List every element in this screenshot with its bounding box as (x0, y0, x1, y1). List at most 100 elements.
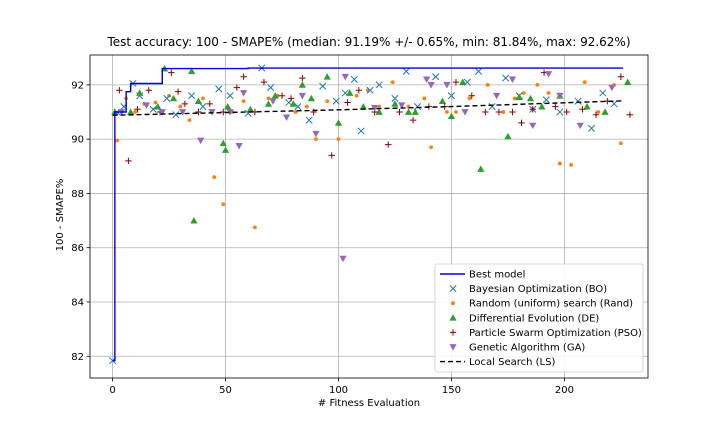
rand-point (390, 80, 395, 85)
rand-point (187, 118, 192, 123)
series-de (111, 64, 632, 224)
rand-point (293, 110, 298, 114)
de-point (346, 89, 354, 96)
rand-point (325, 99, 330, 104)
rand-point (178, 104, 183, 109)
de-point (188, 67, 196, 75)
ga-point (339, 255, 347, 263)
pso-point (287, 95, 295, 102)
rand-point (422, 96, 427, 101)
bo-point (305, 116, 313, 124)
rand-point (445, 110, 449, 114)
rand-point (221, 202, 226, 207)
series-best (112, 67, 624, 362)
rand-point (557, 161, 562, 166)
bo-point (319, 82, 327, 90)
pso-point (495, 108, 503, 116)
rand-point (485, 82, 490, 87)
ga-point (197, 137, 205, 145)
ga-point (608, 84, 616, 92)
ga-point (142, 102, 151, 109)
chart-title: Test accuracy: 100 - SMAPE% (median: 91.… (106, 35, 630, 49)
pso-point (125, 157, 132, 165)
bo-point (432, 73, 440, 81)
de-point (169, 94, 178, 102)
pso-point (206, 100, 213, 108)
pso-point (509, 108, 516, 116)
de-point (224, 102, 232, 110)
pso-point (344, 99, 351, 106)
rand-point (429, 145, 434, 150)
de-point (219, 139, 227, 147)
pso-point (134, 106, 141, 113)
bo-point (391, 94, 399, 102)
rand-point (501, 110, 506, 114)
ga-point (269, 98, 277, 105)
de-point (515, 93, 523, 100)
pso-point (409, 116, 417, 124)
bo-point (172, 111, 180, 119)
de-point (624, 78, 632, 86)
y-tick-label: 82 (71, 352, 84, 363)
rand-point (115, 138, 120, 143)
series-ls (112, 100, 624, 116)
de-point (271, 92, 279, 99)
rand-point (582, 80, 587, 85)
bo-point (332, 97, 340, 105)
y-axis-label: 100 - SMAPE% (55, 179, 66, 252)
y-tick-label: 84 (71, 298, 84, 309)
pso-point (385, 141, 392, 148)
de-point (334, 119, 343, 126)
plot-frame (89, 54, 649, 379)
series-ga (118, 71, 616, 263)
bo-point (226, 92, 234, 100)
de-point (391, 100, 399, 107)
pso-point (563, 108, 570, 116)
ga-point (341, 73, 349, 81)
bo-point (488, 103, 496, 111)
ga-point (461, 109, 469, 116)
rand-point (377, 104, 382, 109)
bo-point (502, 74, 510, 82)
y-tick-label: 86 (71, 243, 84, 254)
de-point (246, 105, 254, 113)
pso-point (396, 108, 403, 116)
rand-point (212, 175, 217, 180)
ga-point (240, 90, 248, 97)
pso-point (260, 78, 268, 86)
bo-point (556, 108, 564, 116)
de-point (459, 78, 467, 86)
rand-point (618, 141, 623, 146)
bo-point (149, 105, 157, 113)
de-point (538, 102, 546, 110)
bo-point (215, 85, 223, 93)
axis-ticks: 0 50 100 150 200 82 84 86 88 90 92 (71, 80, 574, 396)
bo-point (475, 67, 483, 75)
best-model-line (112, 67, 624, 362)
pso-point (299, 74, 306, 82)
legend-handle-pso (449, 329, 457, 336)
rand-point (354, 93, 359, 98)
de-point (526, 94, 535, 102)
ga-point (312, 130, 320, 138)
y-tick-label: 88 (71, 189, 84, 200)
de-point (298, 81, 306, 88)
de-point (404, 108, 413, 115)
de-point (307, 94, 315, 102)
ga-point (529, 122, 537, 130)
rand-point (467, 96, 472, 101)
pso-point (116, 87, 123, 94)
pso-point (145, 87, 152, 94)
pso-point (181, 100, 189, 108)
ga-point (576, 122, 584, 130)
rand-point (253, 225, 257, 230)
ga-point (282, 114, 291, 122)
bo-point (188, 92, 196, 100)
pso-point (233, 84, 241, 91)
legend-entry: Random (uniform) search (Rand) (469, 299, 633, 310)
de-point (583, 102, 591, 110)
legend-box (434, 263, 644, 373)
rand-point (241, 99, 246, 104)
x-tick-label: 150 (442, 385, 461, 396)
